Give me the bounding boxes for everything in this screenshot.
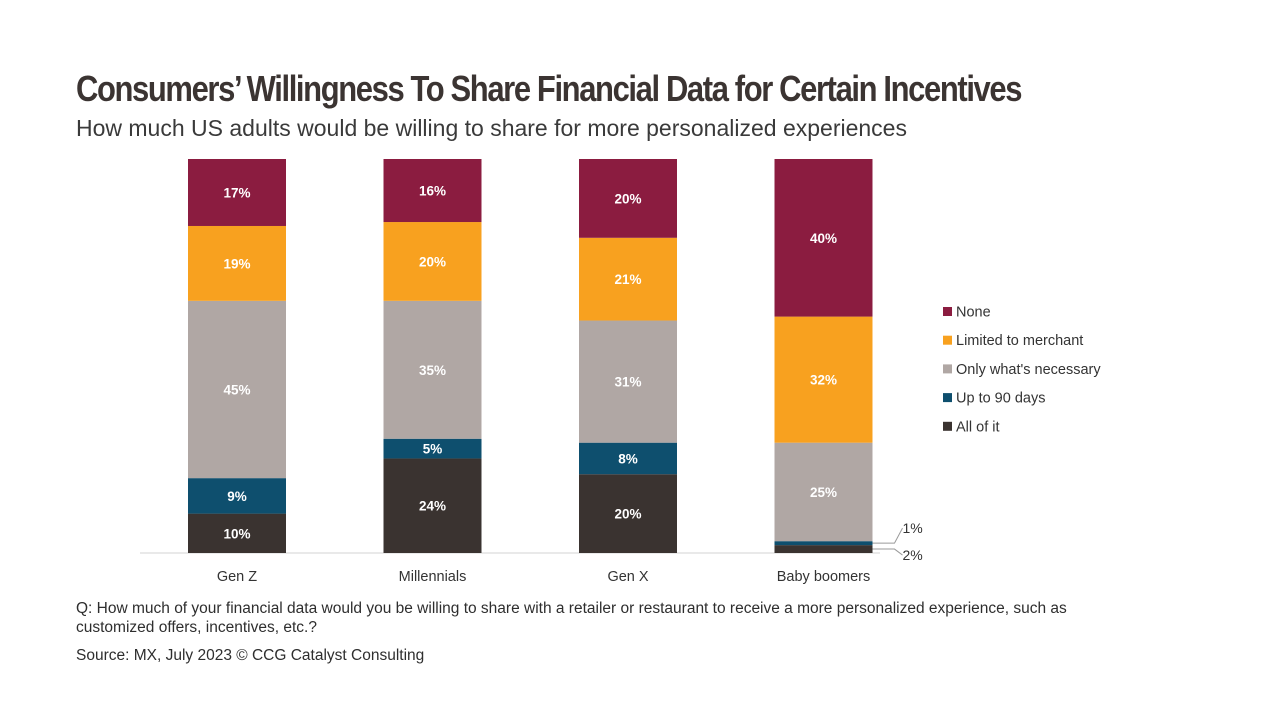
data-label-gen-z-only-what-s-necessary: 45%: [223, 382, 250, 397]
data-label-millennials-limited-to-merchant: 20%: [419, 254, 446, 269]
bar-segment-gen-z-up-to-90-days: [188, 478, 286, 514]
legend-swatch-only-what-s-necessary: [943, 364, 952, 374]
bar-segment-gen-z-only-what-s-necessary: [188, 300, 286, 479]
x-tick-label-baby-boomers: Baby boomers: [777, 569, 871, 585]
data-label-millennials-only-what-s-necessary: 35%: [419, 363, 446, 378]
stacked-bar-chart: 10% 9% 45% 19% 17% Gen Z 24% 5% 35% 20% 16% Millenn…: [140, 159, 1101, 585]
bar-segment-gen-z-all-of-it: [188, 513, 286, 553]
data-label-gen-z-limited-to-merchant: 19%: [223, 256, 250, 271]
survey-question: Q: How much of your financial data would…: [76, 600, 1067, 636]
source-note: Source: MX, July 2023 © CCG Catalyst Con…: [76, 647, 425, 664]
bar-segment-baby-boomers-up-to-90-days: [774, 541, 873, 546]
data-label-baby-boomers-up-to-90-days: 1%: [903, 520, 923, 536]
bar-segment-gen-x-only-what-s-necessary: [579, 320, 677, 443]
data-label-baby-boomers-only-what-s-necessary: 25%: [810, 485, 837, 500]
x-tick-label-gen-z: Gen Z: [217, 569, 257, 585]
legend-label-limited-to-merchant: Limited to merchant: [956, 333, 1083, 349]
x-tick-label-gen-x: Gen X: [607, 569, 648, 585]
data-label-millennials-none: 16%: [419, 184, 446, 199]
bar-segment-baby-boomers-only-what-s-necessary: [774, 442, 873, 542]
data-label-millennials-up-to-90-days: 5%: [423, 442, 443, 457]
bar-segment-millennials-all-of-it: [383, 458, 482, 553]
bar-segment-gen-x-up-to-90-days: [579, 442, 677, 475]
legend-swatch-up-to-90-days: [943, 393, 952, 403]
data-label-gen-z-up-to-90-days: 9%: [227, 489, 247, 504]
bar-segment-gen-x-all-of-it: [579, 474, 677, 553]
legend-swatch-limited-to-merchant: [943, 335, 952, 345]
data-label-gen-x-only-what-s-necessary: 31%: [614, 375, 641, 390]
legend-label-none: None: [956, 305, 991, 321]
legend-label-up-to-90-days: Up to 90 days: [956, 391, 1045, 407]
x-tick-label-millennials: Millennials: [399, 569, 467, 585]
chart-title: Consumers’ Willingness To Share Financia…: [76, 68, 1022, 109]
bar-segment-baby-boomers-none: [774, 159, 873, 317]
leader-line-baby-boomers-all-of-it: [872, 548, 903, 556]
bar-segment-millennials-up-to-90-days: [383, 438, 482, 459]
data-label-millennials-all-of-it: 24%: [419, 499, 446, 514]
leader-line-baby-boomers-up-to-90-days: [872, 527, 903, 544]
data-label-gen-z-all-of-it: 10%: [223, 526, 250, 541]
legend-label-all-of-it: All of it: [956, 419, 1000, 435]
data-label-gen-x-limited-to-merchant: 21%: [614, 272, 641, 287]
bar-segment-gen-z-limited-to-merchant: [188, 225, 286, 301]
data-label-baby-boomers-none: 40%: [810, 231, 837, 246]
bar-segment-gen-x-limited-to-merchant: [579, 237, 677, 321]
bar-segment-millennials-none: [383, 159, 482, 223]
chart-subtitle: How much US adults would be willing to s…: [76, 115, 907, 141]
data-label-gen-x-up-to-90-days: 8%: [618, 451, 638, 466]
data-label-gen-z-none: 17%: [223, 185, 250, 200]
data-label-gen-x-all-of-it: 20%: [614, 507, 641, 522]
bar-segment-millennials-only-what-s-necessary: [383, 300, 482, 439]
legend-swatch-all-of-it: [943, 421, 952, 431]
data-label-baby-boomers-limited-to-merchant: 32%: [810, 373, 837, 388]
bar-segment-gen-x-none: [579, 159, 677, 238]
bar-segment-baby-boomers-limited-to-merchant: [774, 316, 873, 443]
data-label-gen-x-none: 20%: [614, 191, 641, 206]
bar-segment-millennials-limited-to-merchant: [383, 222, 482, 301]
legend-swatch-none: [943, 307, 952, 316]
bar-segment-baby-boomers-all-of-it: [774, 545, 873, 553]
legend-label-only-what-s-necessary: Only what's necessary: [956, 362, 1101, 378]
bar-segment-gen-z-none: [188, 159, 286, 226]
data-label-baby-boomers-all-of-it: 2%: [903, 547, 923, 563]
